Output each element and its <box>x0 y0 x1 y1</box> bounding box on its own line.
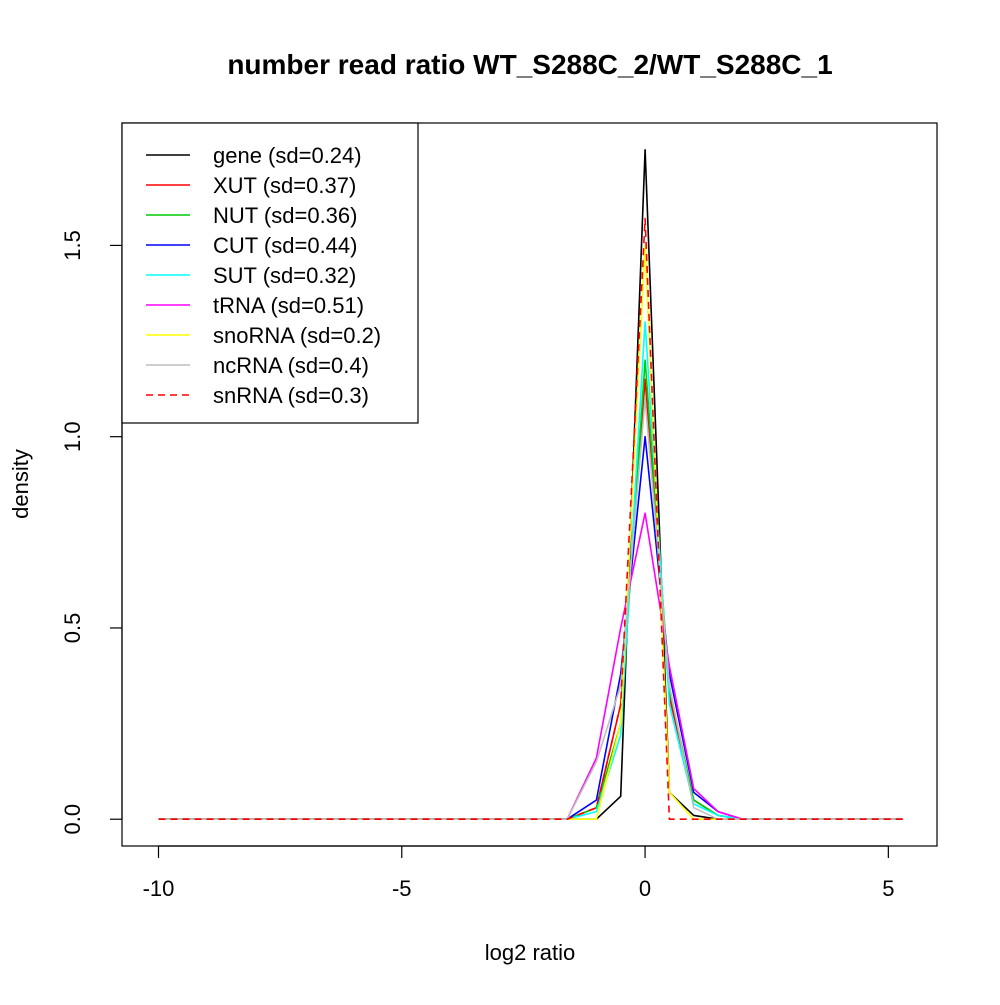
x-axis: -10 -5 0 5 <box>143 845 894 901</box>
series-line-5 <box>158 512 903 821</box>
series-line-3 <box>158 435 903 821</box>
series-line-7 <box>158 397 903 821</box>
y-axis-label: density <box>8 449 33 519</box>
y-tick-label: 1.0 <box>60 421 85 452</box>
legend-label: NUT (sd=0.36) <box>213 203 357 228</box>
legend-label: ncRNA (sd=0.4) <box>213 353 369 378</box>
series-line-2 <box>158 359 903 821</box>
legend: gene (sd=0.24) XUT (sd=0.37) NUT (sd=0.36)… <box>121 122 419 424</box>
legend-label: XUT (sd=0.37) <box>213 173 356 198</box>
chart-title: number read ratio WT_S288C_2/WT_S288C_1 <box>227 49 832 80</box>
x-tick-label: 0 <box>639 876 651 901</box>
legend-label: gene (sd=0.24) <box>213 143 362 168</box>
legend-label: snoRNA (sd=0.2) <box>213 323 381 348</box>
x-axis-label: log2 ratio <box>485 940 576 965</box>
y-tick-label: 0.0 <box>60 804 85 835</box>
x-tick-label: -5 <box>392 876 412 901</box>
legend-label: tRNA (sd=0.51) <box>213 293 364 318</box>
x-tick-label: -10 <box>143 876 175 901</box>
y-tick-label: 0.5 <box>60 613 85 644</box>
series-line-1 <box>158 378 903 821</box>
legend-label: SUT (sd=0.32) <box>213 263 356 288</box>
x-tick-label: 5 <box>882 876 894 901</box>
legend-box <box>121 122 419 424</box>
y-tick-label: 1.5 <box>60 230 85 261</box>
y-axis: 0.0 0.5 1.0 1.5 <box>60 230 123 835</box>
legend-label: CUT (sd=0.44) <box>213 233 357 258</box>
series-line-8 <box>158 217 903 821</box>
legend-label: snRNA (sd=0.3) <box>213 383 369 408</box>
series-layer <box>158 149 903 821</box>
